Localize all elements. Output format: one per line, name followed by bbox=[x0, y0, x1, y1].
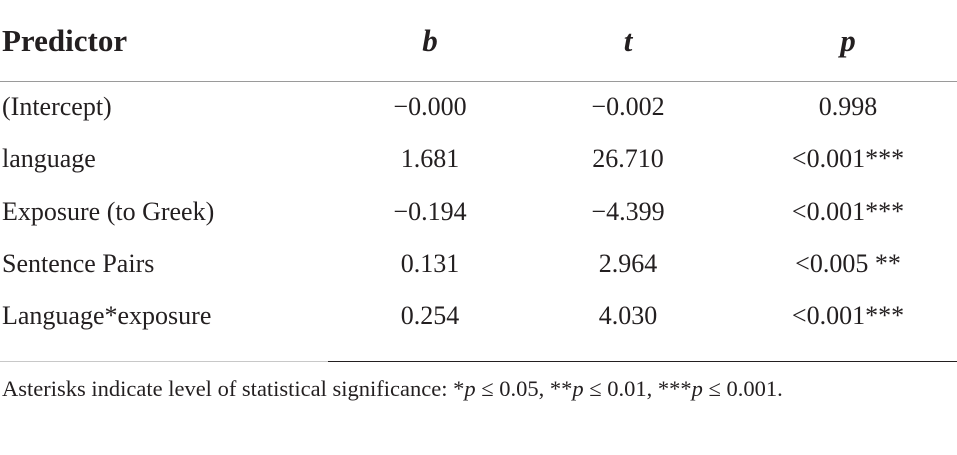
footnote-part: p bbox=[691, 376, 703, 401]
header-cell: t bbox=[623, 23, 633, 58]
header-cell: p bbox=[840, 23, 856, 58]
value-cell: −4.399 bbox=[591, 196, 665, 226]
value-cell: 1.681 bbox=[400, 144, 460, 174]
footnote-part: ≤ 0.05, ** bbox=[475, 376, 573, 401]
predictor-cell: Language*exposure bbox=[2, 301, 212, 331]
value-cell: −0.000 bbox=[393, 92, 467, 121]
footnote-part: ≤ 0.01, *** bbox=[583, 376, 692, 401]
footnote: Asterisks indicate level of statistical … bbox=[2, 376, 783, 402]
bottom-rule bbox=[328, 361, 957, 362]
value-cell: −0.002 bbox=[591, 92, 665, 121]
value-cell: 0.131 bbox=[400, 248, 460, 278]
predictor-cell: Exposure (to Greek) bbox=[2, 196, 215, 226]
value-cell: <0.005 ** bbox=[795, 248, 901, 278]
predictor-cell: language bbox=[2, 144, 96, 174]
value-cell: <0.001*** bbox=[791, 301, 905, 331]
footnote-part: Asterisks indicate level of statistical … bbox=[2, 376, 465, 401]
value-cell: 26.710 bbox=[592, 144, 664, 174]
header-rule bbox=[0, 81, 957, 82]
header-cell: b bbox=[422, 23, 438, 58]
bottom-rule-light bbox=[0, 361, 328, 362]
value-cell: 2.964 bbox=[598, 248, 658, 278]
value-cell: 0.254 bbox=[400, 301, 460, 331]
predictor-cell: Sentence Pairs bbox=[2, 248, 155, 278]
footnote-part: ≤ 0.001. bbox=[702, 376, 783, 401]
value-cell: −0.194 bbox=[393, 196, 467, 226]
header-cell: Predictor bbox=[2, 23, 128, 58]
predictor-cell: (Intercept) bbox=[2, 92, 112, 121]
value-cell: 4.030 bbox=[598, 301, 658, 331]
value-cell: 0.998 bbox=[818, 92, 878, 121]
footnote-part: p bbox=[572, 376, 584, 401]
value-cell: <0.001*** bbox=[791, 144, 905, 174]
footnote-part: p bbox=[464, 376, 476, 401]
value-cell: <0.001*** bbox=[791, 196, 905, 226]
